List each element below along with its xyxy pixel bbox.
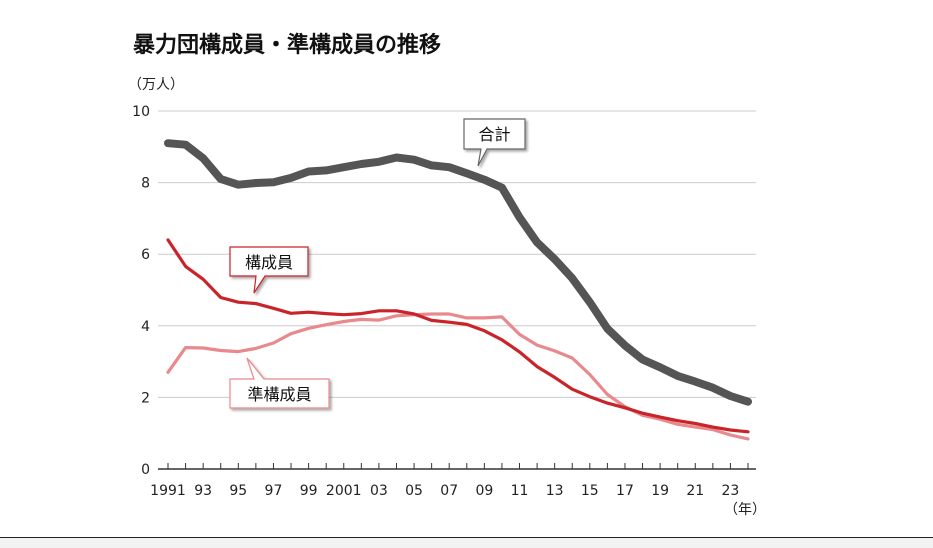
callout-associates (229, 357, 330, 409)
callout-total-box (463, 118, 526, 167)
callout-members-label: 構成員 (245, 253, 293, 272)
x-tick-label: 99 (300, 483, 318, 499)
x-axis: 1991 93 95 97 99 2001 03 05 07 09 11 13 15 17 19 21 23 (150, 463, 749, 499)
x-tick-label: 1991 (150, 483, 186, 499)
x-tick-label: 19 (651, 483, 669, 499)
x-tick-label: 11 (511, 483, 529, 499)
bottom-border (0, 537, 933, 548)
series-line-members (166, 238, 750, 434)
callout-total-label: 合計 (478, 125, 510, 144)
x-tick-label: 23 (722, 483, 740, 499)
series-line-associates (166, 312, 750, 441)
callout-members (229, 246, 309, 294)
series-line-total (164, 139, 752, 406)
series-lines (164, 139, 752, 441)
y-tick-label: 0 (141, 462, 150, 478)
y-tick-label: 8 (141, 176, 150, 192)
y-axis-ticks: 0 2 4 6 8 10 (132, 104, 150, 478)
callout-associates-label: 準構成員 (247, 385, 311, 404)
x-tick-label: 21 (686, 483, 704, 499)
x-tick-label: 17 (616, 483, 634, 499)
x-tick-label: 93 (194, 483, 212, 499)
y-tick-label: 10 (132, 104, 150, 120)
gridlines (158, 110, 756, 470)
callout-associates-box (229, 357, 330, 409)
x-tick-label: 2001 (326, 483, 362, 499)
callout-members-box (229, 246, 309, 294)
x-tick-label: 07 (440, 483, 458, 499)
y-tick-label: 2 (141, 390, 150, 406)
callout-total (463, 118, 526, 167)
x-tick-label: 09 (475, 483, 493, 499)
x-tick-label: 97 (265, 483, 283, 499)
y-tick-label: 4 (141, 319, 150, 335)
chart-title: 暴力団構成員・準構成員の推移 (132, 32, 441, 58)
x-tick-label: 13 (546, 483, 564, 499)
x-axis-unit-label: （年） (724, 502, 766, 518)
x-tick-label: 95 (229, 483, 247, 499)
y-tick-label: 6 (141, 247, 150, 263)
y-axis-unit-label: （万人） (128, 77, 184, 93)
x-tick-label: 15 (581, 483, 599, 499)
x-tick-label: 05 (405, 483, 423, 499)
x-tick-label: 03 (370, 483, 388, 499)
